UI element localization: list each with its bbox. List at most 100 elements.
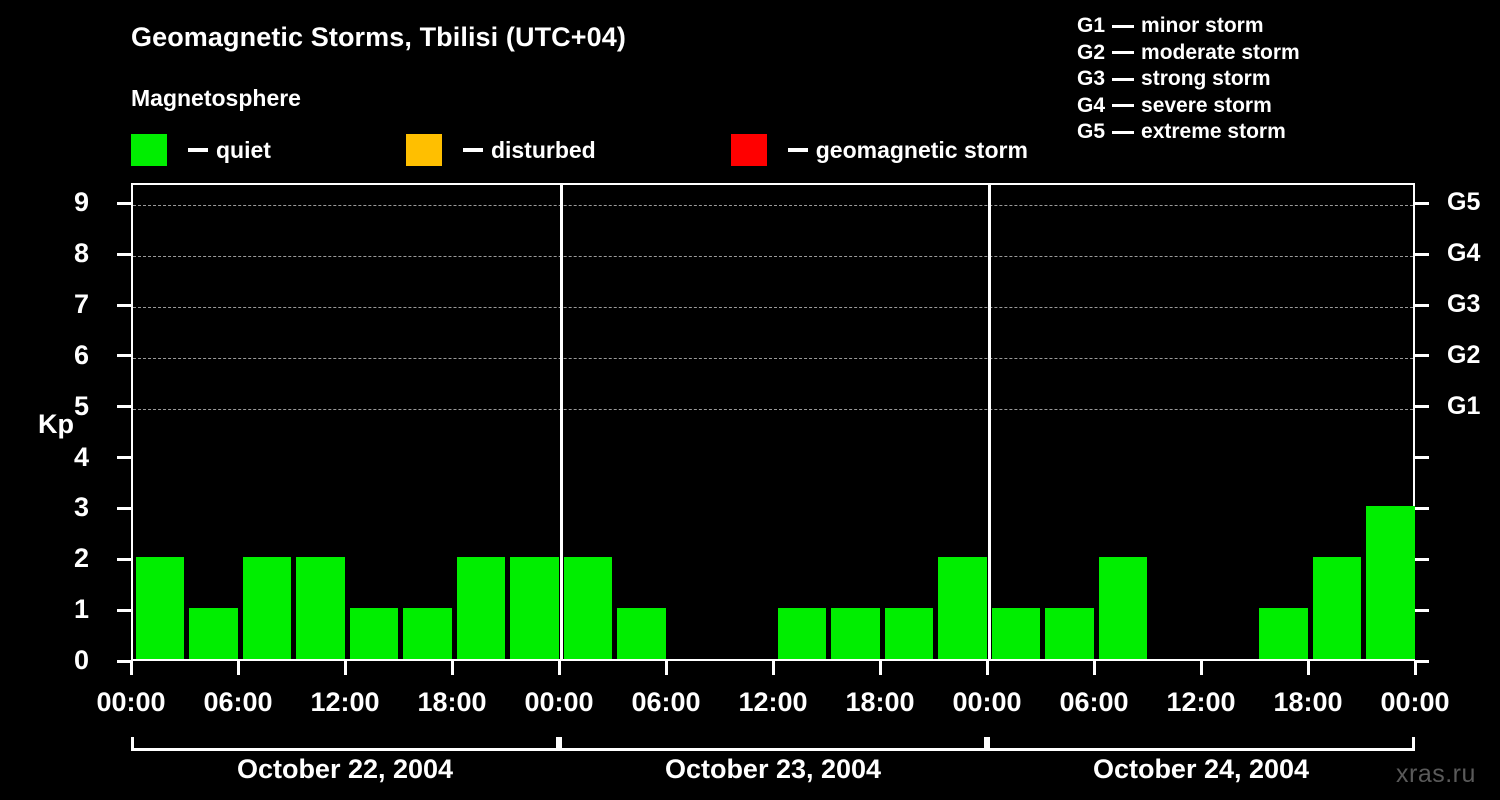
y-tick-mark-6 — [117, 354, 131, 358]
bar — [403, 608, 452, 659]
bar — [1259, 608, 1308, 659]
g-tick-mark-4 — [1415, 456, 1429, 460]
gscale-row-g1: G1 minor storm — [1077, 13, 1407, 40]
bar — [510, 557, 559, 659]
y-tick-mark-5 — [117, 405, 131, 409]
y-tick-mark-8 — [117, 252, 131, 256]
bar — [1366, 506, 1415, 659]
legend: quiet disturbed geomagnetic storm — [131, 133, 1028, 167]
x-tick-label-8: 00:00 — [952, 687, 1022, 717]
x-tick-mark-6 — [771, 661, 775, 675]
x-tick-label-1: 06:00 — [203, 687, 273, 717]
bar — [296, 557, 345, 659]
g-axis-label-g5: G5 — [1447, 188, 1481, 217]
y-tick-label-9: 9 — [73, 187, 89, 218]
x-tick-mark-0 — [129, 661, 133, 675]
legend-label-geomagnetic-storm: geomagnetic storm — [815, 136, 1028, 163]
legend-dash-icon — [787, 148, 808, 152]
g-tick-mark-3 — [1415, 506, 1429, 510]
x-tick-mark-1 — [236, 661, 240, 675]
gscale-desc-g3: strong storm — [1141, 67, 1271, 91]
chart-plot-area — [131, 183, 1415, 661]
gscale-desc-g5: extreme storm — [1141, 120, 1286, 144]
gridline-kp-7 — [133, 307, 1413, 309]
gridline-kp-6 — [133, 357, 1413, 359]
x-tick-mark-4 — [557, 661, 561, 675]
g-axis-label-g2: G2 — [1447, 340, 1481, 369]
y-tick-label-3: 3 — [73, 492, 89, 523]
bar — [563, 557, 612, 659]
legend-swatch-disturbed — [405, 134, 442, 166]
y-tick-label-8: 8 — [73, 238, 89, 269]
x-tick-mark-12 — [1413, 661, 1417, 675]
x-tick-label-11: 18:00 — [1273, 687, 1343, 717]
gscale-dash-icon — [1112, 51, 1135, 55]
legend-dash-icon — [462, 148, 483, 152]
date-label: October 22, 2004 — [236, 754, 454, 784]
x-tick-label-7: 18:00 — [845, 687, 915, 717]
gscale-key: G1 minor storm G2 moderate storm G3 strong st… — [1077, 13, 1407, 146]
gscale-desc-g1: minor storm — [1141, 14, 1264, 38]
y-tick-label-2: 2 — [73, 543, 89, 574]
y-axis-title: Kp — [38, 409, 74, 439]
day-divider — [559, 185, 563, 659]
x-tick-label-3: 18:00 — [417, 687, 487, 717]
g-tick-mark-5 — [1415, 405, 1429, 409]
gscale-dash-icon — [1112, 104, 1135, 108]
bar — [777, 608, 826, 659]
bar — [349, 608, 398, 659]
bar — [1312, 557, 1361, 659]
gscale-desc-g4: severe storm — [1141, 93, 1272, 117]
legend-label-disturbed: disturbed — [490, 136, 596, 163]
bar — [242, 557, 291, 659]
gridline-kp-5 — [133, 408, 1413, 410]
x-tick-label-4: 00:00 — [524, 687, 594, 717]
bar — [831, 608, 880, 659]
date-bracket — [987, 737, 1415, 751]
gscale-dash-icon — [1112, 77, 1135, 81]
x-tick-label-0: 00:00 — [96, 687, 166, 717]
x-tick-mark-5 — [664, 661, 668, 675]
legend-dash-icon — [188, 148, 208, 152]
x-tick-mark-8 — [985, 661, 989, 675]
bar — [1098, 557, 1147, 659]
bar — [938, 557, 987, 659]
page-title: Geomagnetic Storms, Tbilisi (UTC+04) — [131, 22, 626, 52]
g-tick-mark-8 — [1415, 252, 1429, 256]
x-tick-label-6: 12:00 — [738, 687, 808, 717]
gscale-code-g2: G2 — [1077, 40, 1106, 64]
y-tick-label-4: 4 — [73, 441, 89, 472]
gscale-code-g4: G4 — [1077, 93, 1106, 117]
y-tick-label-7: 7 — [73, 289, 89, 320]
gscale-code-g5: G5 — [1077, 120, 1106, 144]
gscale-dash-icon — [1112, 24, 1135, 28]
bar — [884, 608, 933, 659]
x-tick-label-10: 12:00 — [1166, 687, 1236, 717]
x-tick-mark-3 — [450, 661, 454, 675]
date-label: October 24, 2004 — [1092, 754, 1310, 784]
legend-swatch-quiet — [131, 134, 167, 166]
gscale-code-g3: G3 — [1077, 67, 1106, 91]
watermark: xras.ru — [1396, 760, 1476, 788]
day-divider — [987, 185, 991, 659]
gridline-kp-9 — [133, 205, 1413, 207]
g-axis-label-g4: G4 — [1447, 239, 1481, 268]
y-tick-mark-0 — [117, 659, 131, 663]
x-tick-mark-11 — [1306, 661, 1310, 675]
x-tick-label-9: 06:00 — [1059, 687, 1129, 717]
date-label: October 23, 2004 — [664, 754, 882, 784]
y-tick-label-6: 6 — [73, 339, 89, 370]
bar — [135, 557, 184, 659]
x-tick-label-12: 00:00 — [1380, 687, 1450, 717]
gscale-row-g3: G3 strong storm — [1077, 66, 1407, 93]
date-bracket — [131, 737, 559, 751]
chart-plot-inner — [133, 185, 1415, 659]
g-tick-mark-2 — [1415, 557, 1429, 561]
gscale-row-g5: G5 extreme storm — [1077, 119, 1407, 146]
bar — [617, 608, 666, 659]
g-tick-mark-9 — [1415, 201, 1429, 205]
y-tick-mark-3 — [117, 506, 131, 510]
x-tick-mark-10 — [1199, 661, 1203, 675]
gscale-code-g1: G1 — [1077, 14, 1106, 38]
bar — [456, 557, 505, 659]
